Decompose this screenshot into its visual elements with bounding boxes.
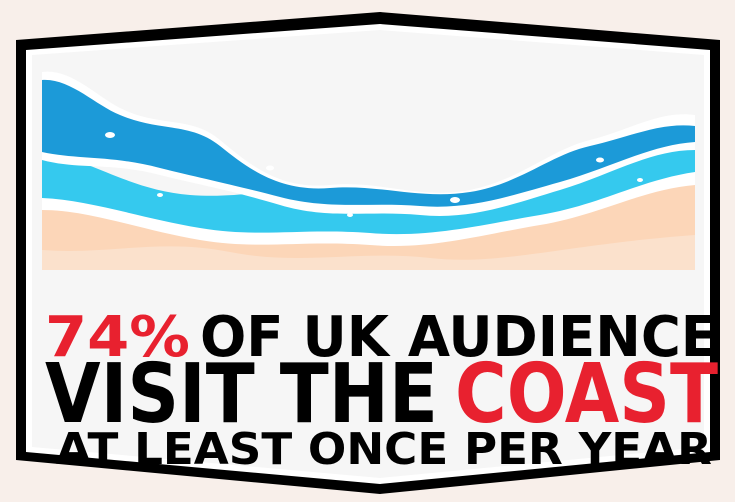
headline-line1: OF UK AUDIENCE	[200, 305, 718, 370]
beach-illustration	[42, 71, 695, 270]
headline-line3: AT LEAST ONCE PER YEAR	[56, 424, 712, 475]
headline-coast: COAST	[455, 347, 718, 442]
headline-percent: 74%	[45, 305, 190, 370]
headline-line2: VISIT THE	[45, 347, 438, 442]
